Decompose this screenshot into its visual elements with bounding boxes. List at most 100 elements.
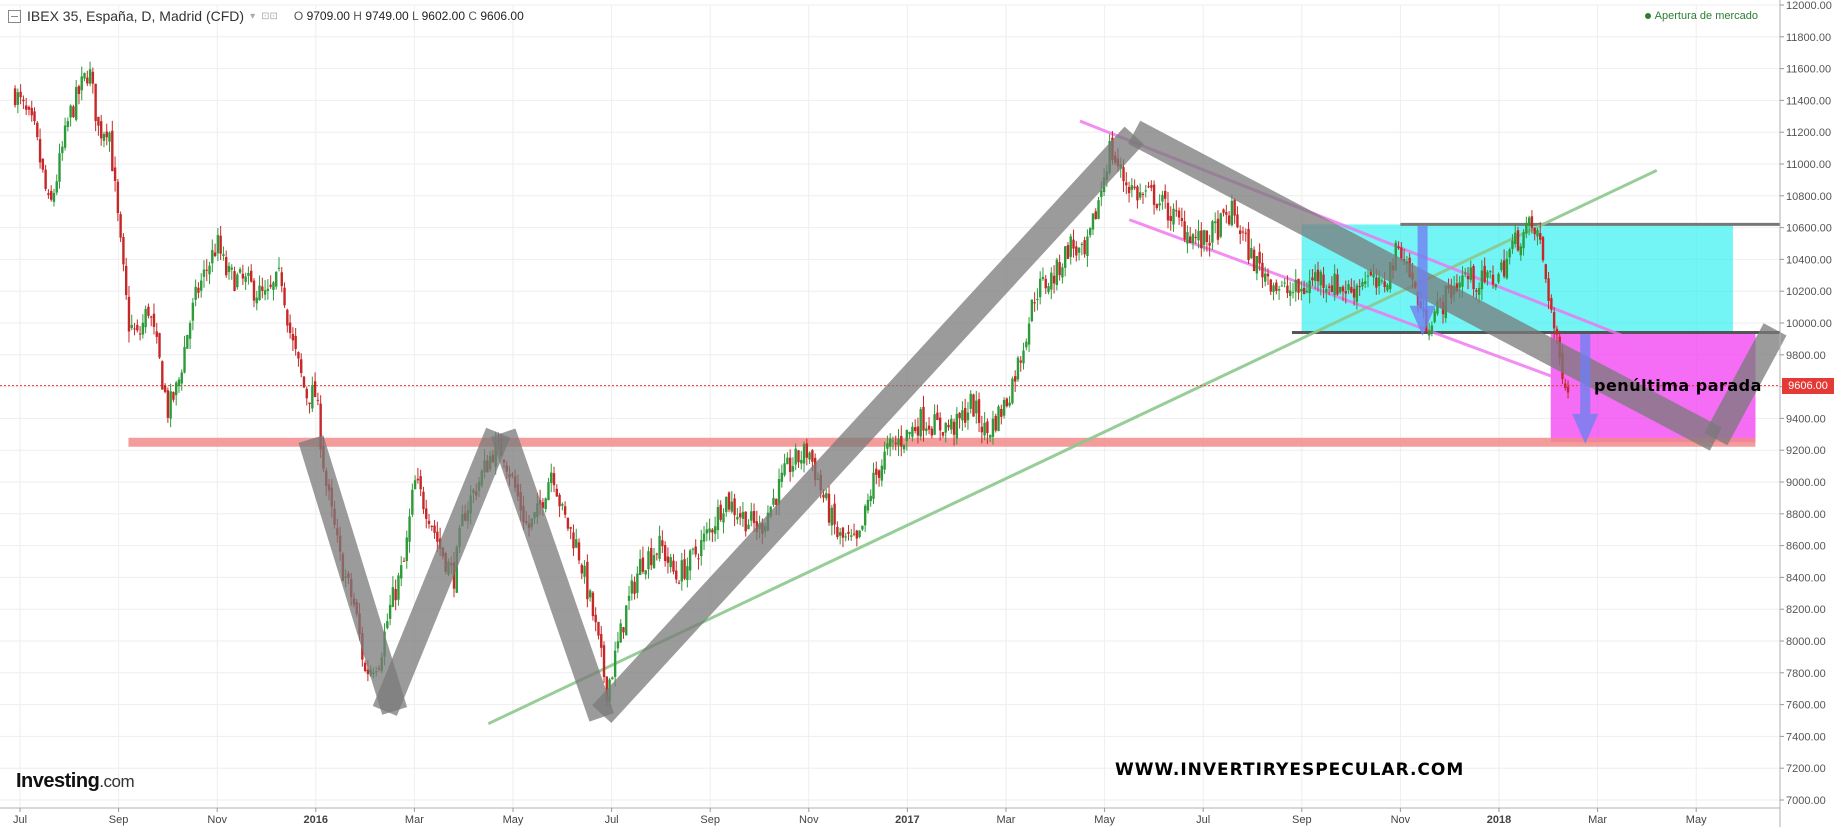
candle-body — [825, 493, 828, 499]
candle-body — [969, 393, 972, 409]
candle-body — [827, 493, 831, 523]
candle-body — [916, 426, 920, 436]
candle-body — [1266, 273, 1270, 277]
candle-body — [797, 450, 800, 463]
candle-body — [794, 448, 797, 465]
candle-body — [836, 526, 839, 538]
candle-body — [558, 494, 561, 507]
candle-body — [852, 533, 856, 535]
candle-body — [49, 190, 53, 200]
candle-body — [219, 235, 222, 254]
candle-body — [1483, 265, 1486, 282]
candle-body — [1508, 249, 1511, 258]
candle-body — [808, 452, 811, 460]
y-tick-label: 10800.00 — [1786, 191, 1832, 203]
candle-body — [702, 533, 706, 542]
candle-body — [1486, 271, 1489, 278]
candle-body — [108, 132, 111, 142]
candle-body — [988, 435, 992, 438]
candle-body — [1141, 194, 1145, 196]
candle-body — [1533, 227, 1536, 235]
x-tick-label: Mar — [1588, 814, 1607, 826]
candle-body — [930, 428, 934, 436]
candle-body — [772, 497, 775, 505]
candle-body — [1325, 288, 1328, 293]
candle-body — [858, 530, 861, 537]
candle-body — [313, 381, 317, 398]
candle-body — [644, 570, 647, 575]
collapse-icon[interactable] — [8, 9, 21, 23]
current-price-tag: 9606.00 — [1782, 378, 1834, 394]
candle-body — [266, 288, 270, 291]
y-tick-label: 11200.00 — [1786, 127, 1831, 139]
candle-body — [158, 333, 161, 358]
candle-body — [1202, 230, 1206, 245]
zigzag-leg — [1704, 323, 1787, 446]
candle-body — [947, 424, 950, 428]
candle-body — [1347, 284, 1350, 291]
x-tick-label: Jul — [605, 814, 619, 826]
candle-body — [33, 111, 36, 122]
candle-body — [636, 573, 639, 593]
candle-body — [1316, 269, 1320, 282]
candle-body — [580, 564, 583, 574]
candle-body — [783, 463, 786, 476]
candle-body — [1511, 240, 1514, 249]
x-tick-label: Sep — [109, 814, 129, 826]
candle-body — [411, 489, 414, 515]
candle-body — [275, 271, 278, 287]
candle-body — [1491, 274, 1495, 285]
candle-body — [388, 604, 392, 619]
candle-body — [961, 410, 964, 421]
candle-body — [1236, 214, 1239, 228]
candle-body — [991, 418, 995, 437]
candle-body — [280, 272, 283, 287]
candle-body — [666, 556, 670, 563]
candle-body — [1122, 167, 1125, 182]
candle-body — [547, 482, 550, 501]
y-axis: 7000.00 7200.00 7400.00 7600.00 7800.00 8000.… — [1779, 0, 1832, 827]
candle-body — [1272, 285, 1275, 292]
candle-body — [1219, 213, 1222, 237]
candle-body — [1525, 222, 1528, 234]
x-tick-label: 2018 — [1487, 814, 1511, 826]
candle-body — [1161, 194, 1164, 202]
candle-body — [1536, 229, 1539, 237]
candle-body — [13, 88, 17, 106]
candle-body — [619, 623, 622, 643]
candle-body — [716, 506, 720, 531]
y-tick-label: 9800.00 — [1786, 350, 1826, 362]
candle-body — [1094, 211, 1097, 220]
candle-body — [47, 193, 50, 195]
candle-body — [69, 105, 72, 118]
chevron-down-icon[interactable]: ▾ — [250, 10, 256, 22]
candle-body — [127, 296, 131, 332]
candle-body — [686, 566, 689, 581]
candle-body — [777, 479, 781, 505]
candle-body — [208, 265, 211, 275]
x-tick-label: Mar — [405, 814, 424, 826]
candle-body — [1314, 272, 1317, 281]
ohlc-readout: O 9709.00 H 9749.00 L 9602.00 C 9606.00 — [293, 9, 524, 23]
candle-body — [625, 605, 628, 636]
candle-body — [291, 334, 295, 341]
candle-body — [1502, 260, 1506, 277]
y-tick-label: 7800.00 — [1786, 668, 1826, 680]
settings-icon[interactable]: ⊡⊡ — [261, 10, 278, 22]
candle-body — [900, 435, 903, 447]
candle-body — [747, 524, 750, 530]
candle-body — [613, 650, 617, 677]
candle-body — [972, 394, 975, 417]
x-tick-label: May — [1094, 814, 1115, 826]
candle-body — [641, 557, 645, 572]
candle-body — [700, 539, 703, 557]
candle-body — [869, 495, 872, 502]
candle-body — [38, 139, 42, 163]
candle-body — [227, 265, 231, 273]
candle-body — [44, 169, 47, 189]
candle-body — [80, 76, 83, 91]
candle-body — [1258, 251, 1261, 264]
candle-body — [386, 621, 389, 629]
candle-body — [247, 273, 250, 276]
